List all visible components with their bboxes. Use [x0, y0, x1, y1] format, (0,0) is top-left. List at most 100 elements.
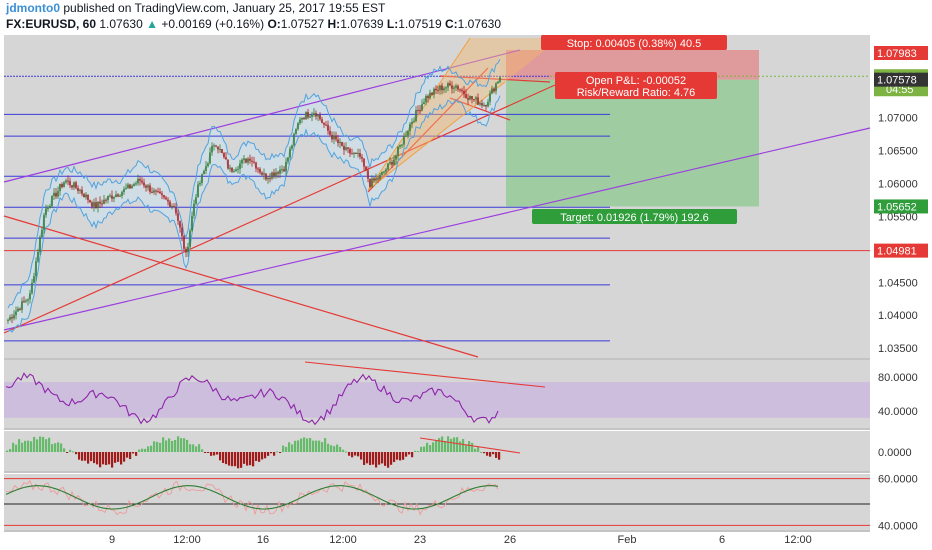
candle-body [127, 184, 129, 189]
candle-body [7, 319, 9, 321]
candle-body [171, 206, 173, 208]
candle-body [167, 199, 169, 202]
histogram-bar [18, 439, 21, 452]
candle-body [153, 190, 155, 193]
histogram-bar [462, 438, 465, 452]
candle-body [61, 184, 63, 188]
x-axis-label: 26 [504, 534, 516, 546]
histogram-bar [291, 444, 294, 452]
histogram-bar [168, 438, 171, 452]
histogram-bar [471, 442, 474, 452]
histogram-bar [486, 452, 489, 456]
candle-body [177, 213, 179, 221]
histogram-bar [408, 452, 411, 455]
candle-body [89, 200, 91, 203]
candle-body [165, 197, 167, 200]
histogram-bar [258, 452, 261, 462]
candle-body [111, 195, 113, 199]
candle-body [295, 129, 297, 135]
histogram-bar [105, 452, 108, 466]
histogram-bar [117, 452, 120, 462]
candle-body [469, 96, 471, 100]
histogram-bar [222, 452, 225, 464]
histogram-bar [186, 439, 189, 452]
price-tick-label: 1.05500 [878, 211, 918, 223]
candle-body [397, 146, 399, 156]
pnl-label-box [555, 72, 717, 99]
histogram-bar [318, 440, 321, 452]
candle-body [101, 203, 103, 205]
histogram-bar [12, 442, 15, 452]
candle-body [201, 174, 203, 184]
histogram-bar [87, 452, 90, 464]
target-label-box [532, 209, 737, 224]
candle-body [77, 187, 79, 191]
symbol-line: FX:EURUSD, 60 1.07630 ▲ +0.00169 (+0.16%… [6, 17, 502, 31]
candle-body [385, 169, 387, 172]
pitchfan-line [367, 37, 471, 191]
candle-body [59, 184, 61, 192]
candle-body [119, 195, 121, 197]
candle-body [139, 178, 141, 181]
short-uptrend-line [367, 67, 489, 193]
histogram-bar [414, 450, 417, 452]
histogram-bar [336, 444, 339, 452]
histogram-bar [150, 445, 153, 452]
candle-body [373, 178, 375, 181]
candle-body [219, 148, 221, 150]
candle-body [25, 300, 27, 302]
oscillator-divergence-line [304, 361, 546, 388]
candle-body [477, 97, 479, 105]
candle-body [207, 163, 209, 167]
candle-body [103, 199, 105, 205]
candle-body [71, 185, 73, 188]
candle-body [109, 195, 111, 197]
candle-body [227, 159, 229, 169]
histogram-bar [243, 452, 246, 464]
candle-body [29, 293, 31, 300]
candle-body [209, 152, 211, 164]
histogram-bar [369, 452, 372, 466]
candle-body [65, 180, 67, 183]
candle-body [407, 131, 409, 136]
histogram-bar [195, 446, 198, 452]
candle-body [135, 183, 137, 185]
candle-body [349, 148, 351, 154]
candle-body [137, 178, 139, 184]
candle-body [253, 161, 255, 163]
author-name[interactable]: jdmonto0 [6, 1, 60, 15]
x-axis-label: 9 [109, 534, 115, 546]
histogram-bar [429, 445, 432, 452]
histogram-bar [351, 452, 354, 458]
histogram-bar [357, 452, 360, 457]
candle-body [345, 147, 347, 150]
candle-body [317, 114, 319, 117]
candle-body [405, 135, 407, 137]
candle-body [467, 98, 469, 100]
candle-body [377, 178, 379, 180]
candle-body [249, 158, 251, 161]
price-tick-label: 1.06500 [878, 146, 918, 158]
candle-body [57, 191, 59, 197]
histogram-bar [252, 452, 255, 467]
candle-body [67, 180, 69, 182]
histogram-bar [249, 452, 252, 466]
candle-body [449, 83, 451, 86]
pnl-label-text: Risk/Reward Ratio: 4.76 [577, 87, 696, 99]
candle-body [169, 201, 171, 208]
candle-body [425, 96, 427, 103]
histogram-bar [141, 448, 144, 452]
candle-body [365, 166, 367, 171]
histogram-bar [456, 437, 459, 452]
countdown-text: 04:55 [886, 84, 914, 96]
histogram-bar [390, 452, 393, 465]
candle-body [83, 193, 85, 198]
candle-body [125, 188, 127, 190]
histogram-bar [210, 452, 213, 456]
histogram-bar [372, 452, 375, 465]
candle-body [333, 135, 335, 140]
x-axis-label: 12:00 [784, 534, 812, 546]
candle-body [225, 157, 227, 160]
candle-body [499, 77, 501, 82]
